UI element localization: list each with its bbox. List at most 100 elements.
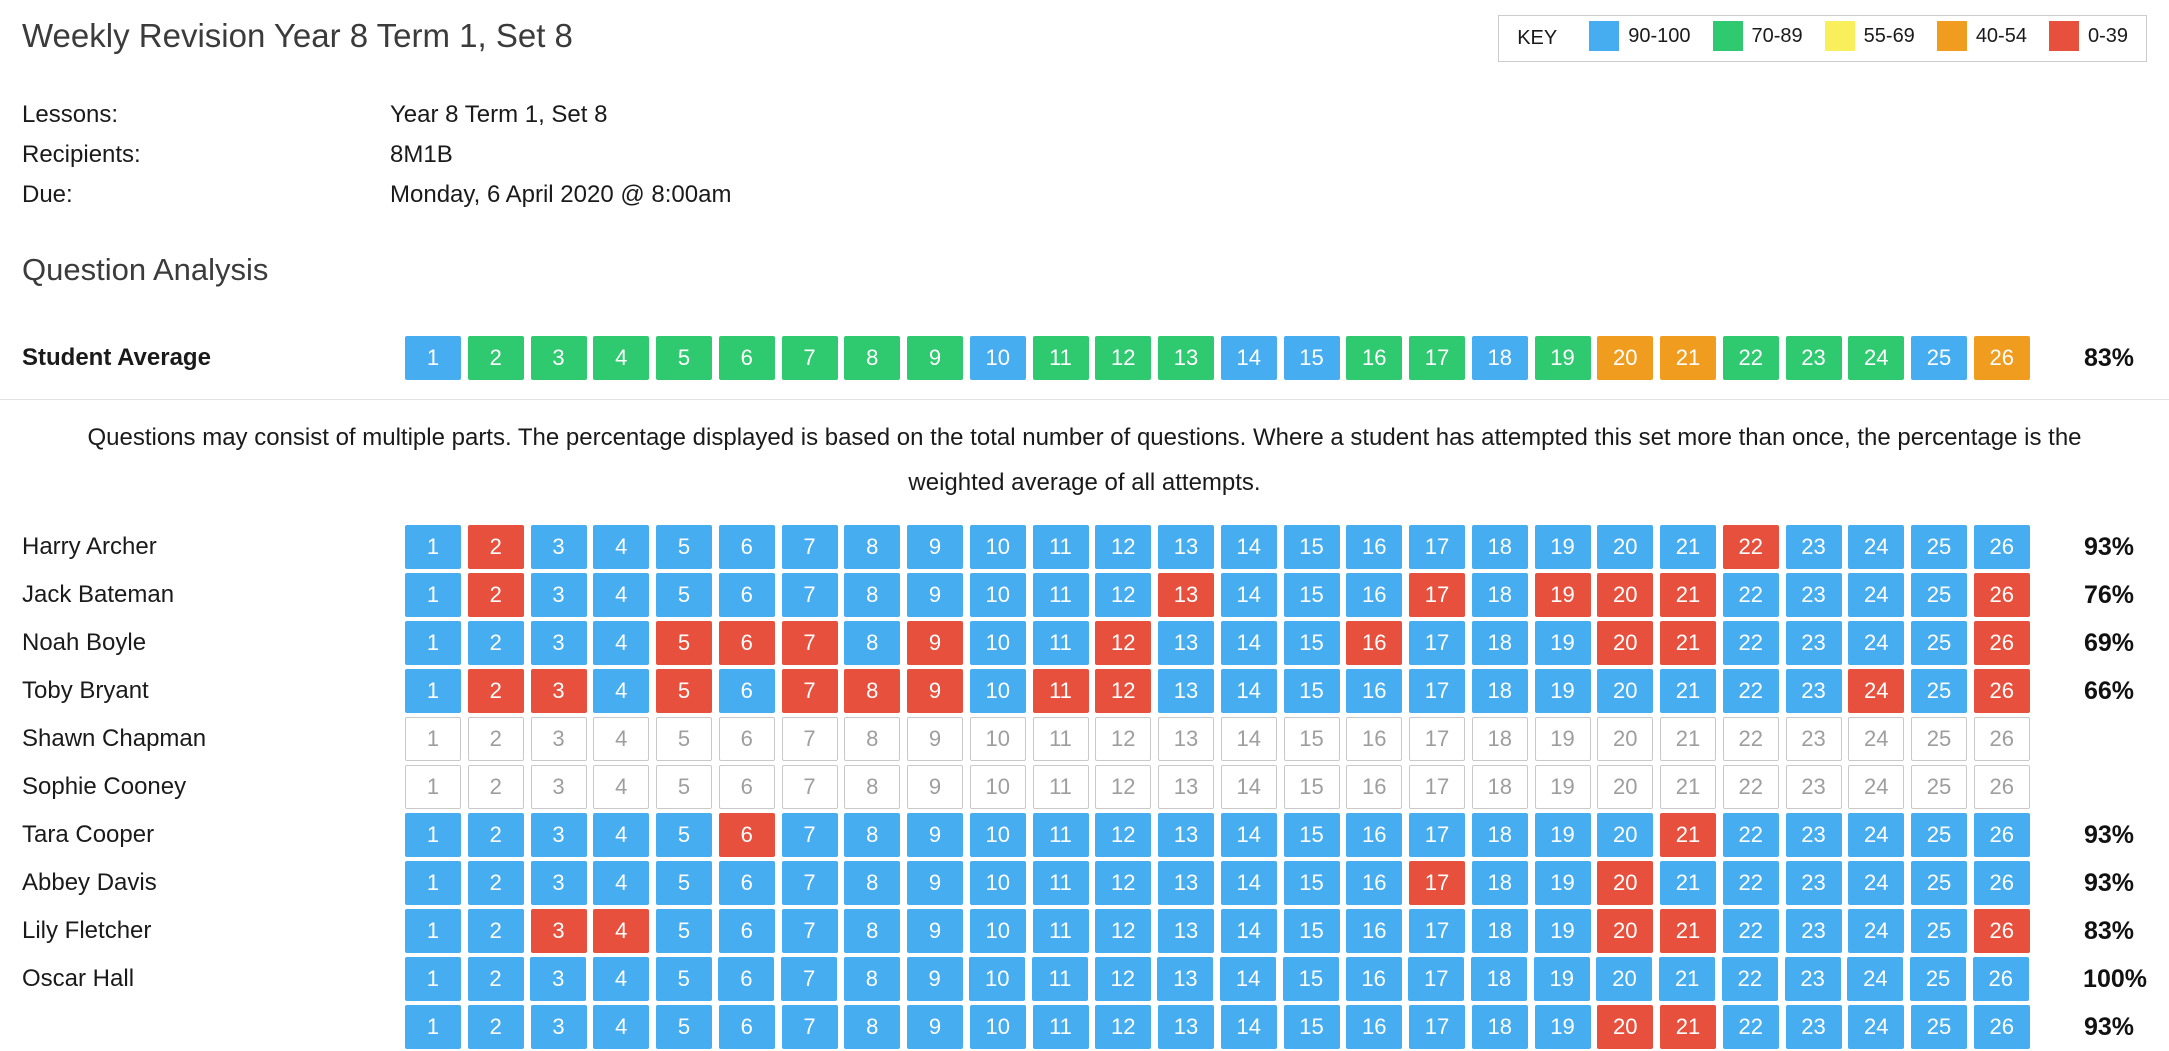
question-cell-9: 9: [907, 717, 963, 762]
question-cell-3: 3: [530, 957, 587, 1002]
question-cell-21: 21: [1659, 957, 1716, 1002]
question-cell-13: 13: [1158, 861, 1214, 906]
question-cell-24: 24: [1848, 525, 1905, 570]
student-row-partial: 1 2 3 4 5 6 7 8 9 10 11 12 13 14 15 16 17 18 19 20 21 22 23 24 2…: [22, 1003, 2147, 1051]
question-cell-2: 2: [467, 336, 524, 381]
question-cell-5: 5: [656, 669, 712, 714]
question-cell-5: 5: [656, 717, 712, 762]
row-percent: 83%: [2084, 916, 2135, 945]
question-cell-6: 6: [718, 813, 775, 858]
question-cell-20: 20: [1597, 1005, 1654, 1050]
question-cell-5: 5: [656, 765, 712, 810]
key-range-label: 90-100: [1628, 24, 1691, 47]
question-cell-23: 23: [1785, 1005, 1842, 1050]
question-cell-26: 26: [1973, 669, 2030, 714]
question-cell-14: 14: [1220, 717, 1277, 762]
meta-value-recipients: 8M1B: [390, 140, 453, 168]
question-cell-3: 3: [530, 813, 587, 858]
key-item-55-69: 55-69: [1824, 21, 1915, 51]
question-cell-1: 1: [405, 525, 461, 570]
question-cell-7: 7: [781, 861, 838, 906]
meta-value-due: Monday, 6 April 2020 @ 8:00am: [390, 180, 732, 208]
question-cell-6: 6: [718, 336, 775, 381]
question-cell-7: 7: [781, 525, 838, 570]
question-cell-20: 20: [1597, 621, 1654, 666]
student-row: Harry Archer 1 2 3 4 5 6 7 8 9 10 11 12 13 14 15 16 17 18 1…: [22, 523, 2147, 571]
question-cell-13: 13: [1158, 336, 1214, 381]
key-items: 90-100 70-89 55-69 40-54 0-39: [1567, 21, 2128, 56]
meta-row-lessons: Lessons: Year 8 Term 1, Set 8: [22, 95, 2147, 135]
question-cell-17: 17: [1409, 861, 1465, 906]
question-cell-11: 11: [1032, 765, 1089, 810]
question-cell-25: 25: [1911, 621, 1967, 666]
question-cell-18: 18: [1471, 525, 1528, 570]
question-cell-10: 10: [969, 336, 1026, 381]
question-cell-22: 22: [1722, 861, 1779, 906]
question-cell-12: 12: [1095, 909, 1152, 954]
question-cell-5: 5: [656, 909, 712, 954]
question-cell-1: 1: [405, 1005, 461, 1050]
question-cell-10: 10: [969, 765, 1026, 810]
question-cell-7: 7: [781, 957, 838, 1002]
average-label: Student Average: [22, 344, 211, 372]
question-cell-22: 22: [1722, 1005, 1779, 1050]
question-cell-13: 13: [1158, 909, 1214, 954]
question-cell-11: 11: [1032, 525, 1089, 570]
question-cell-10: 10: [969, 669, 1026, 714]
student-row: Tara Cooper 1 2 3 4 5 6 7 8 9 10 11 12 13 14 15 16 17 18 19…: [22, 811, 2147, 859]
question-cell-17: 17: [1409, 573, 1465, 618]
question-cell-17: 17: [1408, 957, 1465, 1002]
question-cell-13: 13: [1158, 765, 1214, 810]
question-cell-6: 6: [718, 621, 775, 666]
question-cell-17: 17: [1409, 1005, 1465, 1050]
question-cell-1: 1: [405, 861, 461, 906]
question-cell-3: 3: [530, 765, 587, 810]
question-cell-19: 19: [1534, 525, 1591, 570]
question-cell-19: 19: [1534, 1005, 1591, 1050]
question-cell-21: 21: [1660, 909, 1716, 954]
question-cell-23: 23: [1784, 957, 1841, 1002]
question-cell-20: 20: [1597, 669, 1654, 714]
meta-row-due: Due: Monday, 6 April 2020 @ 8:00am: [22, 175, 2147, 215]
question-cell-3: 3: [530, 861, 587, 906]
question-cell-19: 19: [1534, 717, 1591, 762]
question-cell-15: 15: [1283, 765, 1340, 810]
question-cell-24: 24: [1848, 765, 1905, 810]
question-cell-24: 24: [1848, 573, 1905, 618]
key-swatch-icon: [2048, 21, 2079, 51]
question-cell-26: 26: [1973, 573, 2030, 618]
question-cell-12: 12: [1095, 813, 1152, 858]
question-cell-22: 22: [1722, 525, 1779, 570]
question-cell-8: 8: [844, 813, 901, 858]
question-cell-20: 20: [1596, 957, 1653, 1002]
question-cell-15: 15: [1283, 573, 1340, 618]
question-cell-19: 19: [1534, 813, 1591, 858]
row-percent: 93%: [2084, 820, 2135, 849]
question-cell-3: 3: [530, 525, 587, 570]
question-cell-23: 23: [1785, 861, 1842, 906]
student-cells: 1 2 3 4 5 6 7 8 9 10 11 12 13 14 15 16 17 18 19 20 21 22 23 24 2…: [405, 765, 2030, 810]
question-cell-2: 2: [467, 1005, 524, 1050]
section-title: Question Analysis: [22, 251, 269, 287]
question-cell-5: 5: [655, 957, 712, 1002]
question-cell-20: 20: [1597, 717, 1654, 762]
question-cell-4: 4: [593, 669, 650, 714]
question-cell-14: 14: [1220, 621, 1277, 666]
question-cell-18: 18: [1471, 861, 1528, 906]
meta-label-due: Due:: [22, 180, 73, 208]
question-cell-26: 26: [1973, 909, 2030, 954]
question-cell-12: 12: [1095, 1005, 1152, 1050]
question-cell-24: 24: [1848, 621, 1905, 666]
question-cell-10: 10: [969, 1005, 1026, 1050]
student-row: Shawn Chapman 1 2 3 4 5 6 7 8 9 10 11 12 13 14 15 16 17 18…: [22, 715, 2147, 763]
question-cell-24: 24: [1848, 1005, 1905, 1050]
question-cell-23: 23: [1785, 525, 1842, 570]
question-cell-26: 26: [1973, 525, 2030, 570]
question-cell-23: 23: [1785, 909, 1842, 954]
question-cell-16: 16: [1346, 765, 1403, 810]
question-cell-2: 2: [467, 621, 524, 666]
key-range-label: 0-39: [2087, 24, 2128, 47]
student-name: Oscar Hall: [22, 965, 135, 993]
question-cell-21: 21: [1660, 525, 1716, 570]
student-name: Harry Archer: [22, 533, 157, 561]
